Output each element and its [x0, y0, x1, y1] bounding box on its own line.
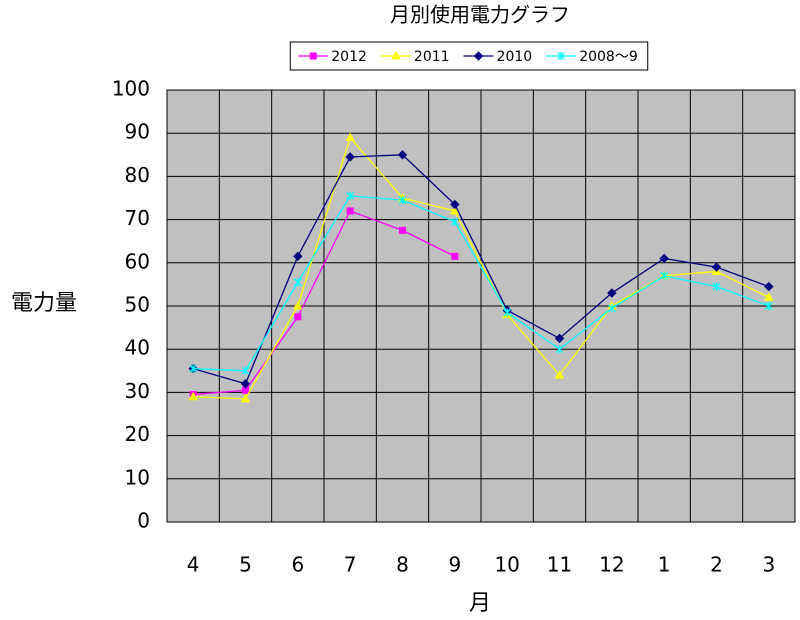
point	[711, 262, 722, 272]
legend-marker	[309, 52, 317, 60]
legend-label: 2012	[331, 49, 367, 65]
point	[450, 217, 459, 226]
point	[659, 253, 669, 264]
x-tick-label: 5	[239, 553, 252, 577]
x-tick-label: 10	[494, 553, 519, 577]
x-tick-label: 6	[291, 553, 304, 577]
point	[240, 393, 251, 403]
point	[764, 302, 773, 310]
point	[346, 191, 355, 200]
point	[554, 370, 565, 379]
y-tick-label: 10	[125, 465, 150, 489]
x-axis-label: 月	[469, 591, 491, 616]
point	[293, 278, 302, 287]
legend-label: 2008～9	[579, 49, 638, 65]
legend-marker	[557, 52, 566, 60]
y-tick-label: 0	[137, 509, 150, 533]
point	[451, 252, 459, 260]
point	[503, 308, 512, 317]
legend-label: 2011	[414, 49, 450, 65]
point	[346, 207, 354, 215]
x-tick-label: 7	[344, 553, 357, 577]
chart-title: 月別使用電力グラフ	[390, 3, 570, 27]
x-tick-label: 11	[547, 553, 572, 577]
point	[293, 251, 303, 262]
series-line	[193, 195, 770, 372]
point	[240, 379, 251, 389]
point	[449, 205, 460, 215]
x-tick-label: 3	[762, 553, 775, 577]
y-tick-label: 80	[125, 163, 150, 187]
legend-label: 2010	[497, 49, 533, 65]
point	[398, 196, 407, 205]
point	[345, 152, 355, 162]
point	[660, 271, 669, 280]
x-tick-label: 4	[187, 553, 200, 577]
point	[763, 292, 774, 301]
point	[294, 313, 302, 321]
x-tick-label: 9	[448, 553, 461, 577]
y-tick-label: 50	[125, 293, 150, 317]
point	[764, 281, 774, 292]
y-tick-label: 60	[125, 249, 150, 273]
point	[607, 304, 616, 313]
point	[607, 288, 617, 298]
legend: 2012 2011 2010 2008～9	[289, 41, 649, 71]
y-tick-label: 90	[125, 120, 150, 144]
x-tick-label: 1	[658, 553, 671, 577]
series-line	[193, 136, 770, 400]
point	[189, 364, 198, 373]
point	[188, 391, 199, 401]
point	[397, 150, 408, 160]
point	[292, 300, 303, 310]
series-line	[193, 210, 456, 396]
y-tick-label: 100	[112, 77, 150, 101]
y-tick-label: 20	[125, 422, 150, 446]
point	[241, 366, 250, 375]
x-tick-label: 8	[396, 553, 409, 577]
point	[712, 282, 721, 291]
point	[399, 226, 406, 234]
y-tick-label: 30	[125, 379, 150, 403]
y-axis-label: 電力量	[11, 291, 77, 316]
y-tick-label: 40	[125, 336, 150, 360]
legend-marker	[391, 50, 401, 60]
series-line	[192, 154, 770, 385]
legend-marker	[473, 51, 484, 61]
point	[450, 199, 460, 210]
point	[554, 333, 565, 344]
x-tick-label: 12	[599, 553, 624, 577]
y-tick-label: 70	[125, 206, 150, 230]
x-tick-label: 2	[710, 553, 723, 577]
point	[555, 345, 564, 354]
point	[345, 132, 356, 142]
